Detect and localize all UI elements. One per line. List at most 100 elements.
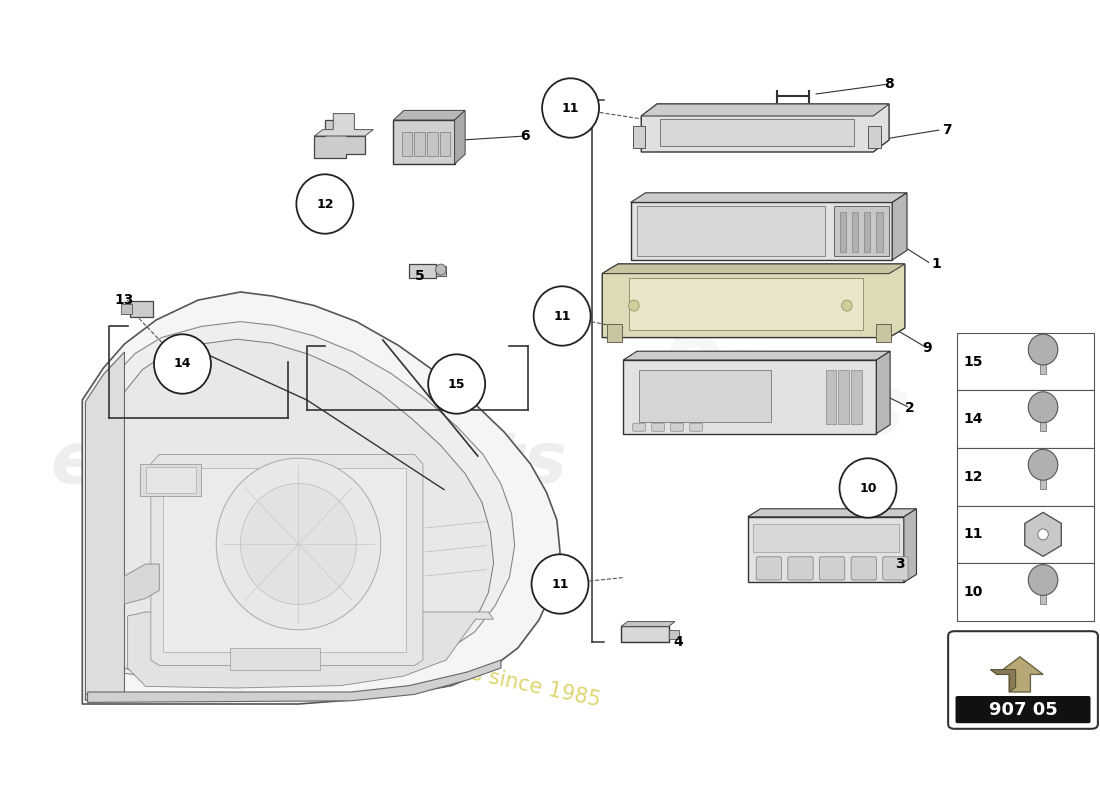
Text: 12: 12 [964,470,983,484]
FancyBboxPatch shape [748,517,904,582]
Text: 12: 12 [316,198,333,210]
Polygon shape [904,509,916,582]
FancyBboxPatch shape [957,563,1093,621]
FancyBboxPatch shape [141,464,201,496]
Text: 7: 7 [943,122,951,137]
FancyBboxPatch shape [865,212,870,252]
FancyBboxPatch shape [851,212,858,252]
Polygon shape [151,454,422,666]
FancyBboxPatch shape [402,132,412,156]
FancyBboxPatch shape [882,557,909,580]
Text: 8: 8 [884,77,894,91]
Polygon shape [641,104,889,152]
FancyBboxPatch shape [851,557,877,580]
FancyBboxPatch shape [1040,350,1046,374]
Text: parts: parts [650,311,917,457]
FancyBboxPatch shape [690,423,703,431]
Text: 2: 2 [905,401,915,415]
FancyBboxPatch shape [607,324,623,342]
Ellipse shape [428,354,485,414]
Text: 5: 5 [415,269,425,283]
FancyBboxPatch shape [624,360,877,434]
FancyBboxPatch shape [621,626,669,642]
FancyBboxPatch shape [956,696,1090,723]
Text: 11: 11 [551,578,569,590]
Text: electricparts: electricparts [51,430,568,498]
Ellipse shape [534,286,591,346]
Ellipse shape [154,334,211,394]
Text: 11: 11 [964,527,983,542]
FancyBboxPatch shape [130,301,153,317]
Polygon shape [1025,512,1062,557]
Polygon shape [602,264,905,274]
Text: 11: 11 [562,102,580,114]
Polygon shape [315,114,373,136]
Polygon shape [454,110,465,164]
FancyBboxPatch shape [415,132,425,156]
FancyBboxPatch shape [671,423,683,431]
FancyBboxPatch shape [394,120,454,164]
Polygon shape [86,664,499,700]
FancyBboxPatch shape [440,132,450,156]
Polygon shape [602,264,905,338]
FancyBboxPatch shape [409,264,436,278]
Text: 10: 10 [964,585,983,599]
Text: 15: 15 [448,378,465,390]
Polygon shape [990,670,1015,692]
FancyBboxPatch shape [427,132,438,156]
Polygon shape [86,352,124,700]
FancyBboxPatch shape [652,423,664,431]
FancyBboxPatch shape [1040,407,1046,431]
Polygon shape [997,657,1043,692]
FancyBboxPatch shape [788,557,813,580]
FancyBboxPatch shape [820,557,845,580]
FancyBboxPatch shape [639,370,771,422]
Polygon shape [621,622,675,626]
FancyBboxPatch shape [957,448,1093,506]
Ellipse shape [296,174,353,234]
FancyBboxPatch shape [145,467,196,493]
FancyBboxPatch shape [948,631,1098,729]
Ellipse shape [436,264,447,275]
Polygon shape [315,120,365,158]
FancyBboxPatch shape [1040,580,1046,604]
Polygon shape [394,110,465,120]
Ellipse shape [1028,392,1058,422]
Polygon shape [124,339,494,678]
Ellipse shape [1028,565,1058,595]
FancyBboxPatch shape [957,506,1093,563]
FancyBboxPatch shape [1040,465,1046,489]
Polygon shape [641,104,889,116]
Text: 14: 14 [174,358,191,370]
Polygon shape [630,193,908,202]
FancyBboxPatch shape [756,557,781,580]
Text: 9: 9 [922,341,932,355]
FancyBboxPatch shape [630,202,892,260]
FancyBboxPatch shape [754,524,899,552]
FancyBboxPatch shape [868,126,881,148]
Polygon shape [892,193,907,260]
Ellipse shape [842,300,852,311]
Polygon shape [82,292,560,704]
FancyBboxPatch shape [660,119,855,146]
Text: 15: 15 [964,354,983,369]
FancyBboxPatch shape [632,423,646,431]
FancyBboxPatch shape [834,206,889,256]
Polygon shape [748,509,916,517]
FancyBboxPatch shape [637,206,825,256]
FancyBboxPatch shape [839,212,846,252]
Polygon shape [164,468,406,652]
Text: a passion for parts since 1985: a passion for parts since 1985 [290,626,603,710]
Ellipse shape [217,458,381,630]
FancyBboxPatch shape [877,212,882,252]
FancyBboxPatch shape [826,370,836,424]
FancyBboxPatch shape [877,324,891,342]
Ellipse shape [531,554,588,614]
Polygon shape [114,322,515,676]
FancyBboxPatch shape [121,304,132,314]
FancyBboxPatch shape [838,370,849,424]
Ellipse shape [628,300,639,311]
Ellipse shape [542,78,600,138]
FancyBboxPatch shape [851,370,861,424]
Text: 10: 10 [859,482,877,494]
